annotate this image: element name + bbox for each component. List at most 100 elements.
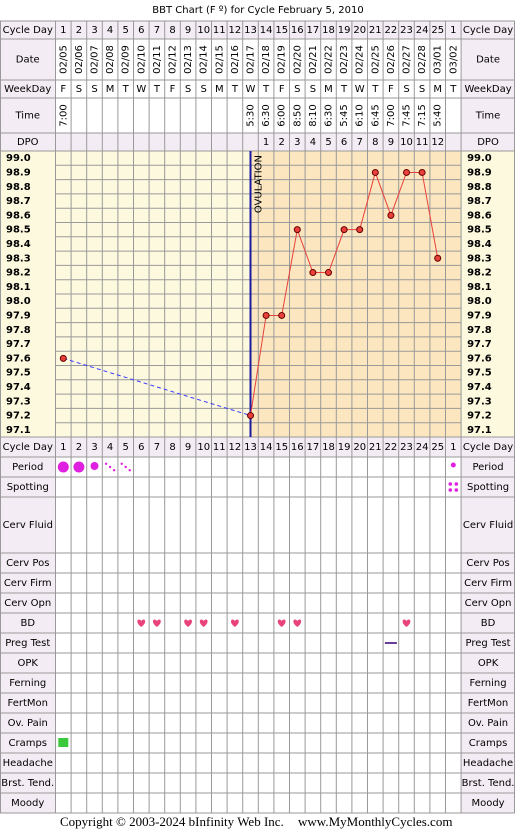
cell-text: 02/19 [277,45,288,74]
row-label: Date [16,55,40,66]
period-mark [104,462,108,465]
cell-text: 8 [169,25,175,36]
row-label: Cycle Day [463,25,513,36]
cell-text: S [201,84,207,95]
cell-text: 24 [416,442,429,453]
row-label: Moody [11,798,44,809]
bd-mark [184,619,192,627]
cell-text: 7 [154,442,160,453]
cell-text: 02/17 [246,45,257,74]
row-label: OPK [478,658,499,669]
cell-text: 3 [91,25,97,36]
row-label: Cramps [8,738,47,749]
y-tick-label: 97.8 [467,325,492,336]
temp-point [371,168,379,176]
y-tick-label: 97.1 [6,425,31,436]
y-tick-label: 99.0 [467,153,492,164]
cell-text: 02/13 [183,45,194,74]
row-label: Cycle Day [463,442,513,453]
row-label: Cerv Opn [465,598,512,609]
cell-text: T [340,84,348,95]
cell-text: 1 [60,442,66,453]
temp-point [356,226,364,234]
y-tick-label: 97.6 [6,353,31,364]
row-label: Brst. Tend. [462,778,515,789]
cell-text: 23 [400,25,413,36]
cell-text: 6 [138,442,144,453]
cell-text: 17 [307,25,320,36]
cell-text: 4 [107,442,113,453]
row-label: Spotting [7,482,49,493]
row-label: Brst. Tend. [1,778,54,789]
row-label: Cerv Fluid [463,520,513,531]
y-tick-label: 98.1 [6,282,31,293]
row-label: Cramps [469,738,508,749]
cell-text: 7:00 [58,104,69,126]
cell-text: 7:00 [386,104,397,126]
cell-text: 8 [372,137,378,148]
cell-text: 02/20 [292,45,303,74]
period-mark [124,465,127,469]
cell-text: 1 [263,137,269,148]
row-label: Preg Test [5,638,50,649]
y-tick-label: 98.4 [6,239,31,250]
row-label: Cerv Opn [4,598,51,609]
row-label: WeekDay [464,84,511,95]
ovulation-label: OVULATION [254,155,265,213]
period-mark [73,461,85,473]
period-mark [90,462,99,470]
period-mark [57,461,69,473]
row-label: Cycle Day [3,442,53,453]
row-label: Spotting [467,482,509,493]
cell-text: 3 [91,442,97,453]
cell-text: 02/28 [417,45,428,74]
cell-text: 8:50 [292,104,303,126]
row-label: Cerv Pos [6,558,49,569]
cell-text: 9 [388,137,394,148]
y-tick-label: 98.3 [467,253,492,264]
y-tick-label: 98.6 [6,210,31,221]
cell-text: W [246,84,256,95]
cell-text: 2 [76,442,82,453]
cell-text: 5 [123,25,129,36]
cell-text: M [433,84,442,95]
cell-text: 24 [416,25,429,36]
row-label: Cerv Pos [466,558,509,569]
cell-text: 7:15 [417,104,428,126]
spotting-mark [448,488,453,492]
cell-text: 22 [385,25,398,36]
cell-text: 4 [310,137,316,148]
cell-text: 02/07 [90,45,101,74]
cell-text: 16 [291,25,304,36]
cell-text: S [185,84,191,95]
period-mark [120,462,123,465]
cell-text: 16 [291,442,304,453]
cell-text: 23 [400,442,413,453]
cell-text: 18 [322,25,335,36]
cell-text: 10 [197,25,210,36]
cell-text: 11 [416,137,429,148]
bd-mark [153,619,161,627]
cell-text: 1 [450,442,456,453]
y-tick-label: 98.8 [467,182,492,193]
cell-text: 2 [76,25,82,36]
bd-mark [277,619,286,627]
cell-text: 02/24 [355,45,366,74]
cell-text: 17 [307,442,320,453]
cell-text: 19 [338,25,351,36]
row-label: Date [476,55,500,66]
period-mark [128,469,131,472]
row-label: Cerv Firm [464,578,512,589]
cell-text: 02/27 [402,45,413,74]
cell-text: 14 [260,25,273,36]
cell-text: 7 [154,25,160,36]
cell-text: 25 [431,442,444,453]
cell-text: S [419,84,425,95]
cell-text: S [76,84,82,95]
y-tick-label: 97.6 [467,353,492,364]
cell-text: F [388,84,394,95]
temp-point [325,269,332,277]
row-label: WeekDay [4,84,51,95]
cell-text: W [136,84,146,95]
cell-text: T [449,84,457,95]
